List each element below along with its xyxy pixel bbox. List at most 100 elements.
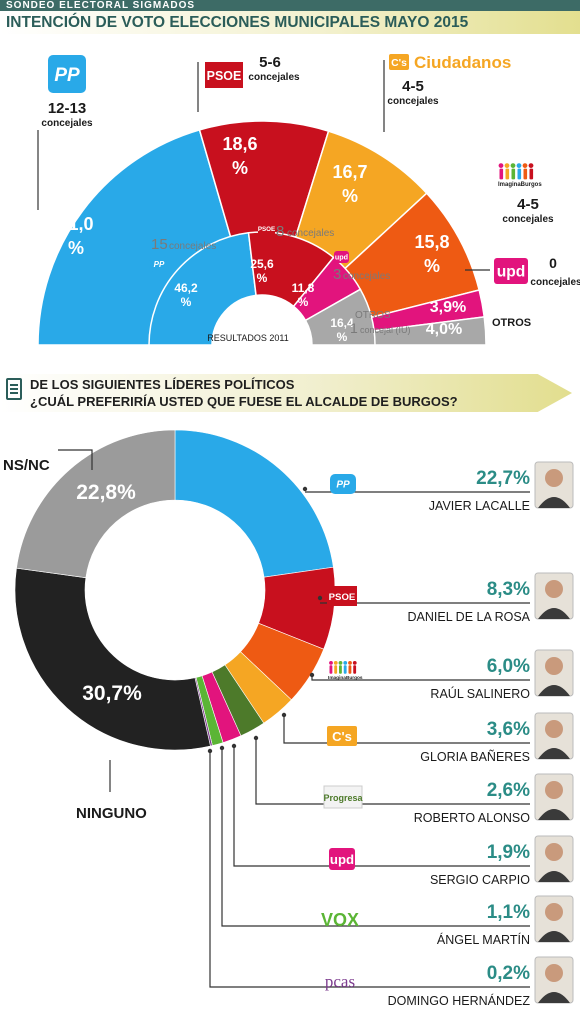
outer-slice-label: 18,6 (222, 134, 257, 154)
psoe-logo: PSOE (205, 62, 243, 88)
cs-seats-unit: concejales (387, 96, 439, 107)
imagina-logo-bar (343, 665, 347, 674)
avatar-head (545, 964, 563, 982)
imagina-logo-dot (329, 660, 333, 665)
pp-2011-seats: 15 (151, 236, 168, 253)
imagina-logo-dot (528, 163, 534, 169)
cs-seats: 4-5 (402, 78, 424, 95)
imagina-logo-dot (348, 660, 352, 665)
nsnc-slice-label: 22,8% (76, 481, 136, 504)
ninguno-slice-label: 30,7% (82, 682, 142, 705)
question-line-1: DE LOS SIGUIENTES LÍDERES POLÍTICOS (30, 377, 295, 392)
psoe-logo-text: PSOE (258, 226, 275, 233)
pp-logo-bg (48, 55, 86, 93)
upyd-seats-unit: concejales (530, 277, 580, 288)
imagina-logo-bar (517, 168, 522, 180)
upyd-2011-seats-unit: concejales (343, 271, 390, 282)
candidate-percentage: 8,3% (487, 579, 530, 600)
imagina-logo-dot (343, 660, 348, 665)
otros-label: OTROS (492, 317, 531, 329)
psoe-seats-unit: concejales (248, 72, 300, 83)
upyd-logo-bg (334, 251, 349, 263)
cs-logo: C's (327, 726, 357, 746)
inner-slice-label: % (257, 271, 268, 285)
pp-seats-unit: concejales (41, 118, 93, 129)
pcas-logo: pcas (325, 972, 355, 991)
otros-2011-seats: 1 (350, 320, 358, 336)
candidate-name: GLORIA BAÑERES (420, 750, 530, 764)
outer-slice-label: 4,0% (426, 321, 462, 338)
pp-logo: PP (330, 474, 356, 494)
outer-slice-label: 3,9% (430, 299, 466, 316)
header-strip-label: SONDEO ELECTORAL SIGMADOS (6, 0, 196, 11)
pp-logo-bg (149, 256, 169, 272)
upyd-logo-text: upd (497, 264, 526, 281)
imagina-logo-text: ImaginaBurgos (498, 182, 542, 188)
imagina-logo-bar (529, 168, 534, 180)
question-line-2: ¿CUÁL PREFERIRÍA USTED QUE FUESE EL ALCA… (30, 394, 458, 409)
imagina-logo-dot (338, 660, 343, 665)
leader-dot (302, 486, 308, 492)
imagina-seats-unit: concejales (502, 214, 554, 225)
candidate-percentage: 1,1% (487, 902, 530, 923)
avatar-body (538, 608, 570, 619)
avatar-body (538, 871, 570, 882)
upyd-logo: upd (494, 258, 528, 284)
imagina-logo-bar (334, 665, 338, 674)
pp-logo-text: PP (154, 260, 165, 269)
donut-slice (16, 429, 176, 579)
question-band: DE LOS SIGUIENTES LÍDERES POLÍTICOS ¿CUÁ… (0, 374, 572, 412)
candidate-avatar (534, 461, 574, 509)
progresa-logo: Progresa (323, 785, 363, 809)
imagina-logo-dot (333, 660, 338, 665)
inner-slice-label: % (298, 295, 309, 309)
candidate-percentage: 22,7% (476, 468, 530, 489)
outer-slice-label: 16,7 (332, 162, 367, 182)
candidate-name: ÁNGEL MARTÍN (437, 932, 530, 947)
pp-logo-text: PP (54, 65, 80, 86)
psoe-logo-text: PSOE (207, 69, 242, 83)
upyd-logo-text: upd (335, 253, 348, 262)
progresa-logo-bg (323, 785, 363, 809)
upyd-logo: upd (334, 251, 349, 263)
avatar-head (545, 657, 563, 675)
imagina-logo-dot (352, 660, 357, 665)
imagina-seats: 4-5 (517, 196, 539, 213)
imagina-logo-bar (499, 168, 504, 180)
upyd-seats: 0 (549, 255, 557, 271)
psoe-seats: 5-6 (259, 54, 281, 71)
imagina-logo-text: ImaginaBurgos (328, 675, 363, 681)
imagina-logo: ImaginaBurgos (498, 163, 542, 188)
inner-slice-label: 46,2 (174, 281, 198, 295)
avatar-head (545, 469, 563, 487)
candidate-name: RAÚL SALINERO (430, 686, 530, 701)
candidate-leader-line (283, 715, 530, 744)
outer-slice-label: % (342, 186, 358, 206)
candidate-name: DANIEL DE LA ROSA (408, 610, 531, 624)
avatar-head (545, 903, 563, 921)
avatar-body (538, 748, 570, 759)
pp-logo-text: PP (336, 480, 350, 491)
nsnc-label: NS/NC (3, 457, 50, 474)
outer-slice-label: 15,8 (414, 232, 449, 252)
inner-slice-label: % (337, 330, 348, 344)
avatar-head (545, 720, 563, 738)
avatar-head (545, 580, 563, 598)
candidate-avatar (534, 572, 574, 620)
imagina-logo-dot (498, 163, 504, 169)
imagina-logo-bar (329, 665, 333, 674)
ninguno-label: NINGUNO (76, 805, 147, 822)
candidate-percentage: 1,9% (487, 842, 530, 863)
imagina-logo-bar (523, 168, 528, 180)
header-strip: SONDEO ELECTORAL SIGMADOS (0, 0, 580, 11)
inner-slice-otros (304, 288, 376, 346)
imagina-logo-dot (504, 163, 510, 169)
candidate-avatar (534, 835, 574, 883)
avatar-body (538, 685, 570, 696)
psoe-logo-bg (205, 62, 243, 88)
upyd-logo-text: upd (330, 852, 354, 867)
candidate-name: SERGIO CARPIO (430, 873, 530, 887)
leader-dot (219, 745, 225, 751)
cs-logo-bg (389, 54, 409, 70)
